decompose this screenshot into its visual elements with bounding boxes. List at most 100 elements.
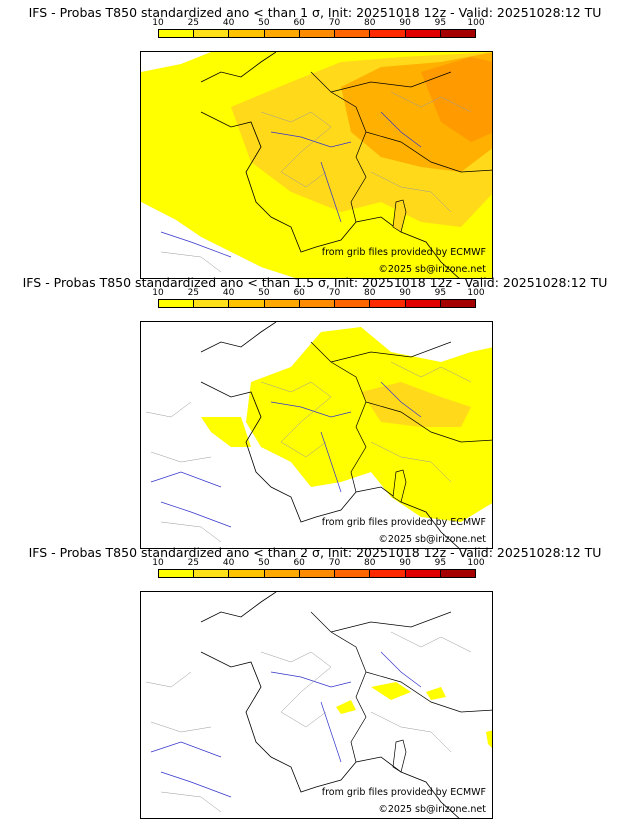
tick-label: 100 bbox=[467, 558, 485, 568]
colorbar-swatch bbox=[370, 570, 406, 577]
country-border bbox=[310, 71, 492, 223]
tick-label: 50 bbox=[258, 288, 270, 298]
colorbar-swatch bbox=[335, 570, 371, 577]
map-canvas bbox=[145, 322, 492, 548]
coastline bbox=[200, 322, 460, 548]
colorbar-ticks: 10 25 40 50 60 70 80 90 95 100 bbox=[152, 288, 484, 299]
tick-label: 60 bbox=[293, 18, 305, 28]
data-source-credit: from grib files provided by ECMWF bbox=[321, 787, 486, 798]
panel-2: IFS - Probas T850 standardized ano < tha… bbox=[0, 275, 630, 549]
river bbox=[150, 651, 422, 798]
colorbar-swatch bbox=[229, 300, 265, 307]
colorbar-swatch bbox=[194, 300, 230, 307]
panel-title: IFS - Probas T850 standardized ano < tha… bbox=[28, 5, 602, 20]
colorbar-ticks: 10 25 40 50 60 70 80 90 95 100 bbox=[152, 558, 484, 569]
tick-label: 90 bbox=[399, 18, 411, 28]
dept-border bbox=[160, 91, 472, 273]
colorbar-swatch bbox=[229, 570, 265, 577]
prob-field-low-2 bbox=[201, 417, 251, 447]
tick-label: 90 bbox=[399, 558, 411, 568]
colorbar-swatch bbox=[299, 570, 336, 577]
tick-label: 40 bbox=[222, 18, 235, 28]
copyright-credit: ©2025 sb@irizone.net bbox=[378, 804, 486, 815]
tick-label: 80 bbox=[364, 558, 376, 568]
tick-label: 95 bbox=[434, 558, 447, 568]
colorbar-swatch bbox=[405, 570, 441, 577]
colorbar-swatch bbox=[299, 30, 336, 37]
coastline bbox=[200, 592, 460, 818]
tick-label: 25 bbox=[187, 558, 200, 568]
colorbar-swatch bbox=[440, 30, 475, 37]
island-corsica bbox=[392, 469, 407, 503]
tick-label: 95 bbox=[434, 288, 447, 298]
island-corsica bbox=[392, 739, 407, 773]
probability-map: from grib files provided by ECMWF ©2025 … bbox=[140, 51, 493, 279]
map-canvas bbox=[141, 52, 492, 278]
panel-title: IFS - Probas T850 standardized ano < tha… bbox=[22, 275, 608, 290]
colorbar-swatch bbox=[405, 30, 441, 37]
river bbox=[150, 381, 422, 528]
tick-label: 10 bbox=[152, 18, 164, 28]
tick-label: 10 bbox=[152, 558, 164, 568]
panel-3: IFS - Probas T850 standardized ano < tha… bbox=[0, 545, 630, 819]
colorbar-swatch bbox=[159, 300, 195, 307]
colorbar-swatch bbox=[229, 30, 265, 37]
copyright-credit: ©2025 sb@irizone.net bbox=[378, 264, 486, 275]
panel-title: IFS - Probas T850 standardized ano < tha… bbox=[28, 545, 602, 560]
panel-1: IFS - Probas T850 standardized ano < tha… bbox=[0, 5, 630, 279]
tick-label: 70 bbox=[328, 288, 341, 298]
colorbar-swatch bbox=[440, 300, 475, 307]
colorbar-swatch bbox=[159, 570, 195, 577]
coastline bbox=[200, 52, 460, 278]
colorbar-swatch bbox=[335, 300, 371, 307]
tick-label: 10 bbox=[152, 288, 164, 298]
tick-label: 90 bbox=[399, 288, 411, 298]
sea-area bbox=[141, 202, 283, 278]
prob-field-low-4 bbox=[486, 730, 492, 748]
colorbar-swatch bbox=[194, 30, 230, 37]
tick-label: 60 bbox=[293, 558, 305, 568]
country-border bbox=[310, 611, 492, 763]
copyright-credit: ©2025 sb@irizone.net bbox=[378, 534, 486, 545]
map-canvas bbox=[145, 592, 492, 818]
colorbar-swatch bbox=[159, 30, 195, 37]
colorbar-swatch bbox=[264, 30, 300, 37]
colorbar-swatch bbox=[335, 30, 371, 37]
tick-label: 60 bbox=[293, 288, 305, 298]
colorbar-swatch bbox=[370, 300, 406, 307]
colorbar-swatch bbox=[264, 570, 300, 577]
tick-label: 25 bbox=[187, 18, 200, 28]
island-corsica bbox=[392, 199, 407, 233]
country-border bbox=[310, 341, 492, 493]
tick-label: 25 bbox=[187, 288, 200, 298]
colorbar-swatch bbox=[440, 570, 475, 577]
colorbar-swatch bbox=[299, 300, 336, 307]
dept-border bbox=[145, 631, 472, 813]
prob-field-mid bbox=[361, 382, 471, 427]
tick-label: 100 bbox=[467, 288, 485, 298]
river bbox=[160, 111, 422, 258]
tick-label: 50 bbox=[258, 558, 270, 568]
tick-label: 100 bbox=[467, 18, 485, 28]
colorbar-swatch bbox=[264, 300, 300, 307]
data-source-credit: from grib files provided by ECMWF bbox=[321, 517, 486, 528]
tick-label: 80 bbox=[364, 288, 376, 298]
colorbar bbox=[158, 569, 476, 578]
colorbar bbox=[158, 29, 476, 38]
tick-label: 40 bbox=[222, 558, 235, 568]
colorbar-swatch bbox=[370, 30, 406, 37]
tick-label: 70 bbox=[328, 558, 341, 568]
prob-field-low bbox=[246, 327, 492, 522]
tick-label: 50 bbox=[258, 18, 270, 28]
colorbar bbox=[158, 299, 476, 308]
tick-label: 80 bbox=[364, 18, 376, 28]
probability-map: from grib files provided by ECMWF ©2025 … bbox=[140, 591, 493, 819]
probability-map: from grib files provided by ECMWF ©2025 … bbox=[140, 321, 493, 549]
data-source-credit: from grib files provided by ECMWF bbox=[321, 247, 486, 258]
colorbar-ticks: 10 25 40 50 60 70 80 90 95 100 bbox=[152, 18, 484, 29]
tick-label: 95 bbox=[434, 18, 447, 28]
prob-field-high-core bbox=[421, 57, 492, 142]
dept-border bbox=[145, 361, 472, 543]
tick-label: 70 bbox=[328, 18, 341, 28]
prob-field-low-2 bbox=[336, 700, 356, 714]
